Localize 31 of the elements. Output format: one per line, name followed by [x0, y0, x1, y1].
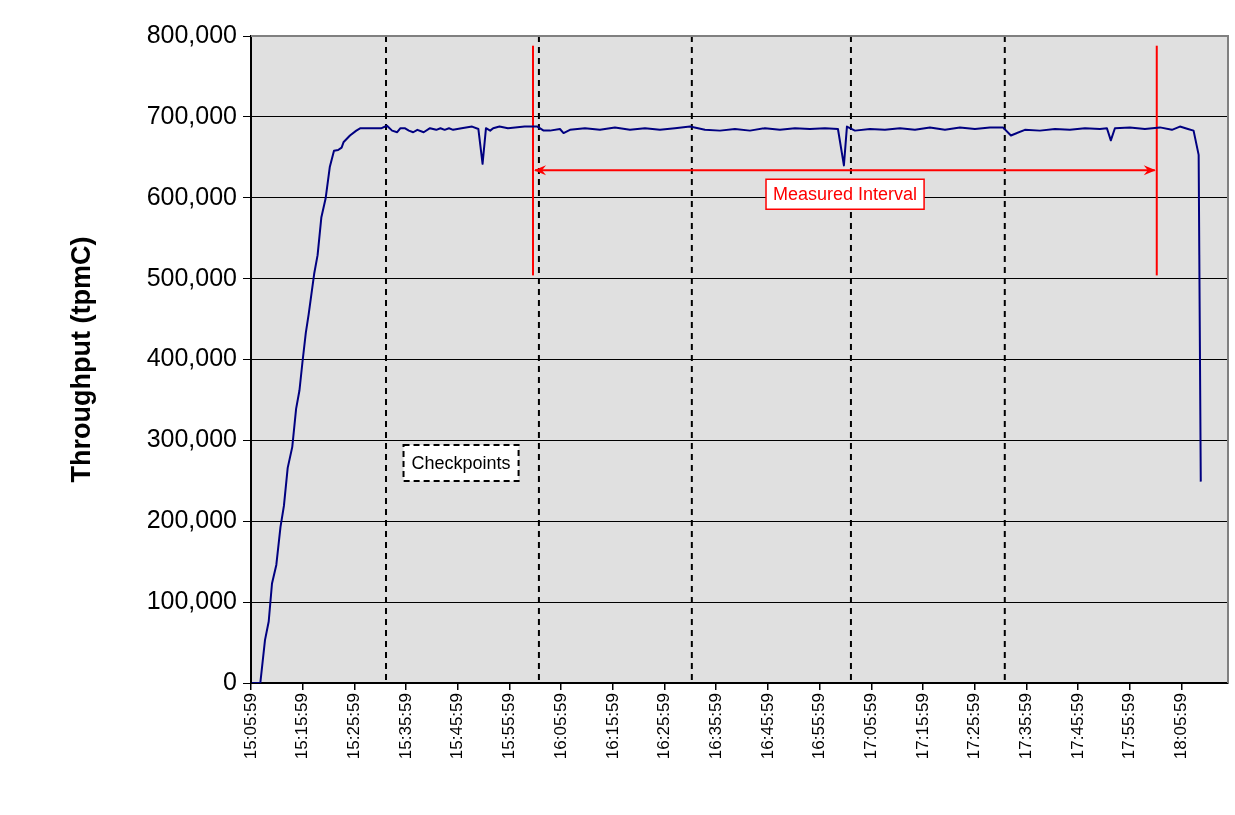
annotation: Checkpoints — [411, 452, 511, 473]
y-tick-label: 700,000 — [146, 100, 237, 129]
x-tick-label: 17:15:59 — [912, 693, 932, 760]
x-tick-label: 15:45:59 — [447, 693, 467, 760]
x-tick-label: 15:25:59 — [344, 693, 364, 760]
y-tick-label: 200,000 — [146, 505, 237, 534]
x-tick-label: 16:55:59 — [809, 693, 829, 760]
x-tick-label: 16:45:59 — [757, 693, 777, 760]
y-tick-label: 400,000 — [146, 343, 237, 372]
x-tick-label: 17:05:59 — [861, 693, 880, 760]
annotation: Measured Interval — [773, 184, 918, 205]
y-tick-label: 500,000 — [146, 262, 237, 291]
y-tick-label: 0 — [223, 666, 237, 695]
y-tick-label: 800,000 — [146, 19, 237, 48]
x-tick-label: 15:55:59 — [499, 693, 519, 760]
x-tick-label: 15:35:59 — [395, 693, 415, 760]
x-tick-label: 17:55:59 — [1119, 693, 1139, 760]
x-tick-label: 16:05:59 — [550, 693, 570, 760]
y-tick-label: 300,000 — [146, 424, 237, 453]
x-tick-label: 17:45:59 — [1067, 693, 1087, 760]
x-tick-label: 16:25:59 — [654, 693, 674, 760]
x-tick-label: 16:35:59 — [705, 693, 725, 760]
y-axis-title: Throughput (tpmC) — [65, 236, 96, 483]
x-tick-label: 18:05:59 — [1171, 693, 1191, 760]
y-tick-label: 600,000 — [146, 181, 237, 210]
x-tick-label: 17:25:59 — [964, 693, 984, 760]
x-tick-label: 16:15:59 — [602, 693, 622, 760]
x-tick-label: 17:35:59 — [1016, 693, 1036, 760]
x-tick-label: 15:15:59 — [292, 693, 312, 760]
x-tick-label: 15:05:59 — [240, 693, 260, 760]
y-tick-label: 100,000 — [146, 586, 237, 615]
